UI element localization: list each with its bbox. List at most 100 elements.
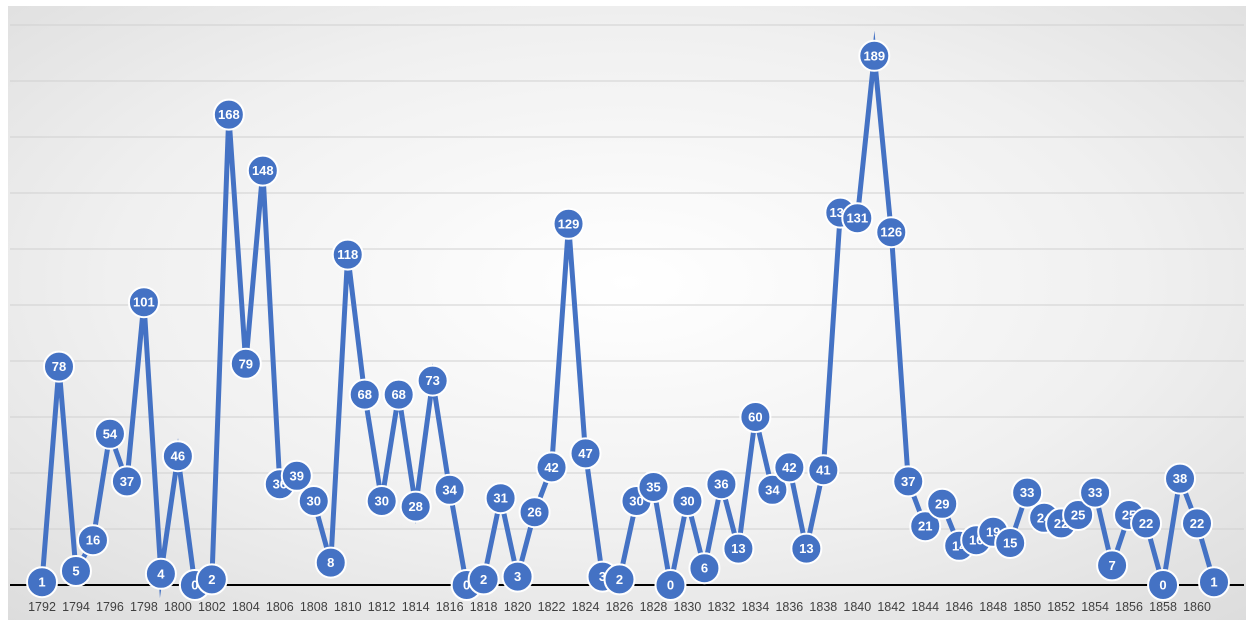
data-label: 168 — [218, 107, 240, 122]
x-tick-label: 1842 — [877, 600, 905, 614]
x-tick-label: 1844 — [911, 600, 939, 614]
data-point: 34 — [435, 475, 465, 505]
data-point: 189 — [859, 41, 889, 71]
data-point: 37 — [112, 466, 142, 496]
x-tick-label: 1856 — [1115, 600, 1143, 614]
data-point: 36 — [706, 469, 736, 499]
x-tick-label: 1838 — [809, 600, 837, 614]
data-point: 41 — [808, 455, 838, 485]
data-point: 38 — [1165, 464, 1195, 494]
data-point: 33 — [1080, 478, 1110, 508]
data-label: 21 — [918, 519, 932, 534]
data-label: 13 — [731, 541, 745, 556]
data-label: 4 — [157, 566, 165, 581]
data-label: 37 — [901, 474, 915, 489]
x-tick-label: 1830 — [674, 600, 702, 614]
data-point: 35 — [638, 472, 668, 502]
data-point: 8 — [316, 548, 346, 578]
x-tick-label: 1810 — [334, 600, 362, 614]
x-tick-label: 1822 — [538, 600, 566, 614]
data-point: 1 — [27, 567, 57, 597]
data-label: 46 — [171, 449, 185, 464]
data-label: 0 — [1159, 578, 1166, 593]
x-tick-label: 1796 — [96, 600, 124, 614]
x-tick-label: 1850 — [1013, 600, 1041, 614]
x-tick-label: 1794 — [62, 600, 90, 614]
data-label: 13 — [799, 541, 813, 556]
data-point: 42 — [774, 452, 804, 482]
data-label: 2 — [208, 572, 215, 587]
x-tick-label: 1814 — [402, 600, 430, 614]
data-point: 79 — [231, 349, 261, 379]
data-point: 2 — [197, 564, 227, 594]
data-point: 73 — [418, 366, 448, 396]
data-point: 28 — [401, 492, 431, 522]
data-point: 7 — [1097, 550, 1127, 580]
x-tick-label: 1840 — [843, 600, 871, 614]
data-label: 42 — [544, 460, 558, 475]
data-point: 118 — [333, 240, 363, 270]
data-label: 41 — [816, 463, 830, 478]
x-tick-label: 1798 — [130, 600, 158, 614]
data-label: 7 — [1108, 558, 1115, 573]
data-label: 3 — [514, 569, 521, 584]
data-label: 30 — [680, 494, 694, 509]
x-tick-label: 1804 — [232, 600, 260, 614]
data-point: 30 — [299, 486, 329, 516]
data-point: 168 — [214, 100, 244, 130]
data-label: 60 — [748, 410, 762, 425]
data-point: 129 — [554, 209, 584, 239]
data-point: 0 — [1148, 570, 1178, 600]
x-tick-label: 1836 — [775, 600, 803, 614]
data-label: 33 — [1020, 485, 1034, 500]
x-tick-label: 1854 — [1081, 600, 1109, 614]
data-label: 8 — [327, 555, 334, 570]
data-label: 28 — [408, 499, 422, 514]
data-point: 30 — [672, 486, 702, 516]
data-point: 22 — [1131, 508, 1161, 538]
data-label: 6 — [701, 561, 708, 576]
data-label: 1 — [1210, 575, 1217, 590]
data-point: 5 — [61, 556, 91, 586]
x-tick-label: 1848 — [979, 600, 1007, 614]
data-label: 34 — [442, 482, 457, 497]
x-tick-label: 1860 — [1183, 600, 1211, 614]
data-point: 68 — [350, 380, 380, 410]
x-tick-label: 1818 — [470, 600, 498, 614]
x-tick-label: 1792 — [28, 600, 56, 614]
x-tick-label: 1826 — [606, 600, 634, 614]
data-label: 101 — [133, 295, 155, 310]
x-tick-label: 1806 — [266, 600, 294, 614]
data-point: 33 — [1012, 478, 1042, 508]
data-point: 6 — [689, 553, 719, 583]
data-point: 68 — [384, 380, 414, 410]
data-point: 1 — [1199, 567, 1229, 597]
data-point: 13 — [791, 534, 821, 564]
data-label: 39 — [290, 468, 304, 483]
data-label: 30 — [374, 494, 388, 509]
data-label: 126 — [880, 225, 902, 240]
data-point: 13 — [723, 534, 753, 564]
x-tick-label: 1834 — [741, 600, 769, 614]
data-label: 0 — [667, 578, 674, 593]
x-tick-label: 1802 — [198, 600, 226, 614]
data-label: 30 — [307, 494, 321, 509]
data-point: 22 — [1182, 508, 1212, 538]
x-tick-label: 1858 — [1149, 600, 1177, 614]
data-label: 148 — [252, 163, 274, 178]
data-point: 29 — [927, 489, 957, 519]
data-point: 126 — [876, 217, 906, 247]
x-tick-label: 1852 — [1047, 600, 1075, 614]
data-label: 16 — [86, 533, 100, 548]
data-point: 148 — [248, 156, 278, 186]
x-tick-label: 1820 — [504, 600, 532, 614]
data-label: 25 — [1071, 508, 1085, 523]
data-point: 4 — [146, 559, 176, 589]
data-label: 36 — [714, 477, 728, 492]
data-label: 78 — [52, 359, 66, 374]
x-tick-label: 1800 — [164, 600, 192, 614]
data-label: 22 — [1190, 516, 1204, 531]
data-label: 131 — [846, 211, 868, 226]
